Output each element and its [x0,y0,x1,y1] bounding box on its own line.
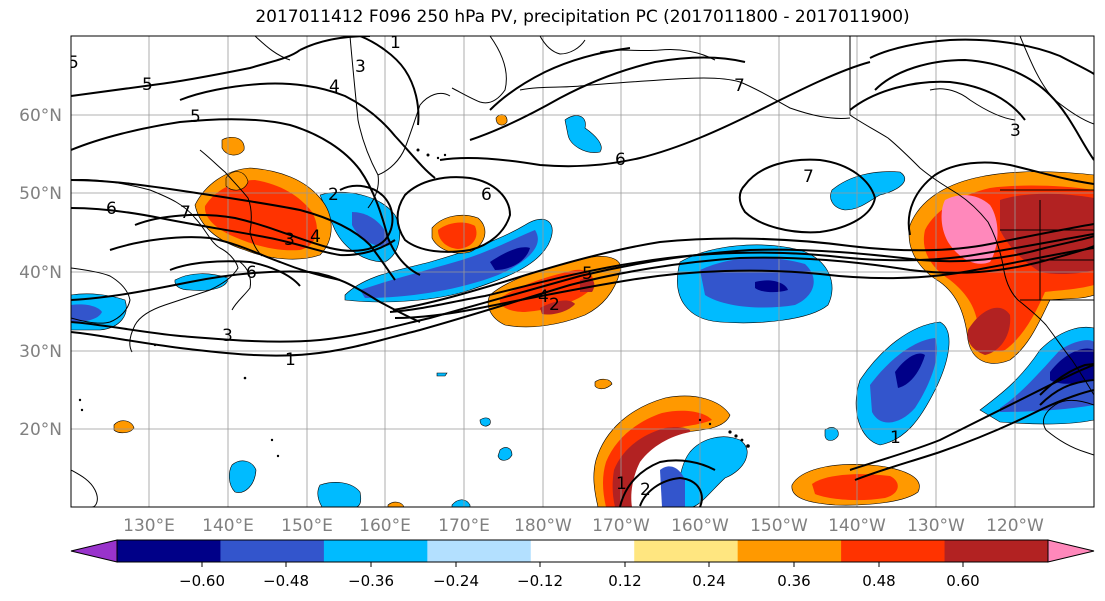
pv-contours [71,36,1094,507]
colorbar-cell [841,540,946,562]
colorbar-frame [116,539,1049,563]
lon-label: 150°E [281,516,333,536]
contour-label: 2 [549,295,560,315]
colorbar-tick-label: −0.12 [517,572,563,590]
coastlines [71,36,1094,507]
lat-label: 20°N [19,420,62,440]
lon-label: 150°W [750,516,808,536]
lon-label: 130°W [907,516,965,536]
lat-label: 60°N [19,106,62,126]
contour-labels: 5 5 4 3 1 5 6 7 2 3 4 6 6 7 6 7 3 3 1 4 … [68,33,1021,500]
lon-label: 180°W [514,516,572,536]
colorbar-tick-label: −0.36 [348,572,394,590]
contour-label: 5 [582,264,593,284]
colorbar-tick-labels: −0.60 −0.48 −0.36 −0.24 −0.12 0.12 0.24 … [179,572,980,590]
contour-label: 1 [390,33,401,53]
contour-label: 2 [640,480,651,500]
lon-label: 170°E [438,516,490,536]
contour-label: 5 [142,75,153,95]
contour-label: 1 [890,428,901,448]
contour-label: 4 [329,77,340,97]
colorbar-tick-label: 0.24 [692,572,725,590]
colorbar-cell [117,540,221,562]
colorbar-max-extension [1048,540,1094,562]
colorbar-cell [634,540,739,562]
colorbar-tick-label: 0.12 [608,572,641,590]
contour-label: 2 [328,185,339,205]
lon-label: 140°W [828,516,886,536]
contour-label: 6 [615,150,626,170]
contour-label: 3 [222,326,233,346]
map-frame [70,35,1095,508]
longitude-labels: 130°E 140°E 150°E 160°E 170°E 180°W 170°… [123,516,1044,536]
colorbar-cell [427,540,532,562]
lon-label: 140°E [202,516,254,536]
contour-label: 5 [68,53,79,73]
lon-label: 120°W [986,516,1044,536]
colorbar: −0.60 −0.48 −0.36 −0.24 −0.12 0.12 0.24 … [70,539,1095,590]
lat-label: 50°N [19,184,62,204]
contour-label: 1 [285,350,296,370]
colorbar-cell [220,540,325,562]
colorbar-cells [71,540,1094,562]
contour-label: 3 [355,57,366,77]
lon-label: 130°E [123,516,175,536]
contour-label: 4 [310,227,321,247]
lat-label: 30°N [19,342,62,362]
colorbar-tick-label: −0.48 [263,572,309,590]
colorbar-min-extension [71,540,117,562]
colorbar-cell [944,540,1049,562]
contour-label: 7 [734,76,745,96]
islands [78,148,750,458]
colorbar-tick-label: 0.60 [946,572,979,590]
colorbar-cell [323,540,428,562]
lon-label: 160°W [671,516,729,536]
colorbar-cell [530,540,635,562]
figure-title: 2017011412 F096 250 hPa PV, precipitatio… [255,7,910,27]
contour-label: 3 [284,230,295,250]
lat-label: 40°N [19,263,62,283]
contour-label: 1 [616,474,627,494]
lon-label: 160°E [359,516,411,536]
colorbar-ticks [201,562,964,567]
colorbar-cell [737,540,842,562]
contour-label: 6 [106,199,117,219]
map-area: 5 5 4 3 1 5 6 7 2 3 4 6 6 7 6 7 3 3 1 4 … [68,33,1094,507]
contour-label: 3 [1010,121,1021,141]
contour-label: 4 [538,287,549,307]
colorbar-tick-label: 0.36 [777,572,810,590]
colorbar-tick-label: −0.60 [179,572,225,590]
contour-label: 6 [246,263,257,283]
latitude-labels: 60°N 50°N 40°N 30°N 20°N [19,106,62,440]
colorbar-tick-label: −0.24 [433,572,479,590]
contour-label: 7 [180,203,191,223]
contour-label: 5 [190,107,201,127]
lon-label: 170°W [592,516,650,536]
contour-label: 7 [803,167,814,187]
colorbar-tick-label: 0.48 [862,572,895,590]
contour-label: 6 [481,185,492,205]
